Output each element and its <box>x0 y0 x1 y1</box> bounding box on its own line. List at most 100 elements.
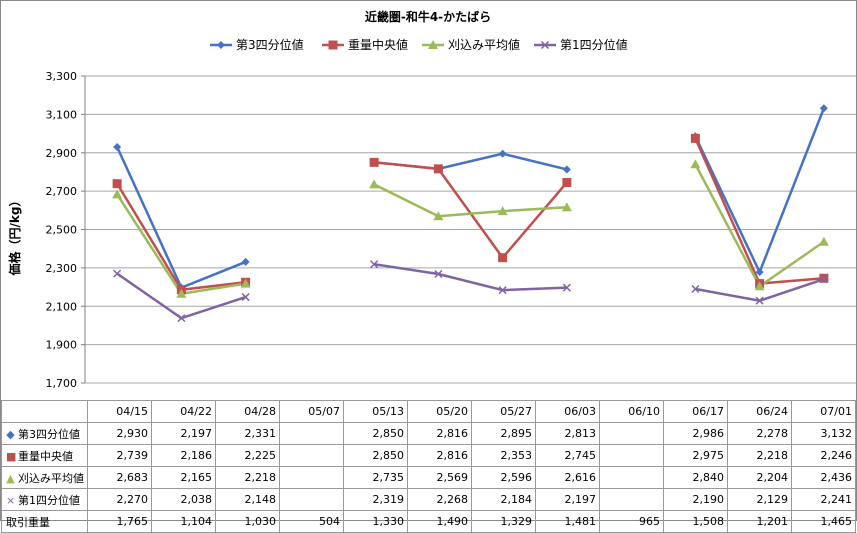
data-point-diamond <box>498 149 507 158</box>
data-label: 2,241 <box>791 488 856 511</box>
series-row-label: ■ 重量中央値 <box>1 444 88 467</box>
y-tick-label: 2,900 <box>46 147 78 160</box>
series-row-label: × 第1四分位値 <box>1 488 88 511</box>
x-category-label: 06/10 <box>599 400 664 423</box>
volume-value: 1,465 <box>791 510 856 533</box>
data-label: 2,278 <box>727 422 792 445</box>
table-row: × 第1四分位値 2,270 2,038 2,148 2,319 2,268 2,184 2,1… <box>1 488 856 511</box>
volume-value: 1,490 <box>407 510 472 533</box>
data-label <box>599 422 664 445</box>
data-label: 2,596 <box>471 466 536 489</box>
data-label: 2,816 <box>407 422 472 445</box>
data-point-triangle <box>428 40 438 49</box>
y-tick-label: 1,700 <box>46 377 78 390</box>
data-point-diamond <box>755 268 764 277</box>
data-table: 04/15 04/22 04/28 05/07 05/13 05/20 05/27 06/03… <box>1 400 856 533</box>
data-label: 2,850 <box>343 422 408 445</box>
data-label: 2,683 <box>87 466 152 489</box>
x-category-label: 06/17 <box>663 400 728 423</box>
series-line <box>373 262 567 292</box>
data-label: 2,268 <box>407 488 472 511</box>
data-label: 3,132 <box>791 422 856 445</box>
data-point-square <box>433 164 443 174</box>
series-name: 第1四分位値 <box>18 493 80 507</box>
data-label <box>279 466 344 489</box>
data-label: 2,218 <box>727 444 792 467</box>
data-label <box>279 488 344 511</box>
data-point-x <box>177 314 186 323</box>
data-label: 2,218 <box>215 466 280 489</box>
data-point-triangle <box>433 211 444 221</box>
data-point-diamond <box>819 104 828 113</box>
series-name: 第3四分位値 <box>18 427 80 441</box>
y-tick-label: 2,700 <box>46 185 78 198</box>
data-label <box>599 444 664 467</box>
x-category-label: 05/20 <box>407 400 472 423</box>
data-label: 2,816 <box>407 444 472 467</box>
x-category-label: 06/03 <box>535 400 600 423</box>
table-row-volume: 取引重量 1,765 1,104 1,030 504 1,330 1,490 1,329 1,4… <box>1 510 856 533</box>
data-label: 2,975 <box>663 444 728 467</box>
x-category-label: 04/22 <box>151 400 216 423</box>
volume-value: 504 <box>279 510 344 533</box>
data-point-triangle <box>690 159 701 169</box>
data-point-x <box>241 293 250 302</box>
data-label: 2,739 <box>87 444 152 467</box>
data-label: 2,186 <box>151 444 216 467</box>
data-label: 2,319 <box>343 488 408 511</box>
data-label: 2,569 <box>407 466 472 489</box>
data-label: 2,986 <box>663 422 728 445</box>
volume-value: 1,508 <box>663 510 728 533</box>
series-line <box>373 183 567 218</box>
data-point-square <box>369 157 379 167</box>
y-tick-label: 2,100 <box>46 300 78 313</box>
volume-value: 1,329 <box>471 510 536 533</box>
data-label: 2,331 <box>215 422 280 445</box>
x-marker-icon: × <box>6 493 16 507</box>
data-point-diamond <box>562 165 571 174</box>
data-label: 2,270 <box>87 488 152 511</box>
data-point-square <box>690 133 700 143</box>
y-tick-label: 2,500 <box>46 224 78 237</box>
data-point-x <box>434 269 443 279</box>
line-chart: 近畿圏-和牛4-かたばら 第3四分位値 重量中央値 刈込み平均値 第1四分位値 価格（… <box>7 9 856 390</box>
table-corner <box>1 400 88 423</box>
data-label: 2,895 <box>471 422 536 445</box>
y-tick-label: 3,300 <box>46 70 78 83</box>
data-label <box>279 422 344 445</box>
x-category-label: 05/07 <box>279 400 344 423</box>
data-label: 2,436 <box>791 466 856 489</box>
legend-label: 第3四分位値 <box>236 37 304 52</box>
series-markers <box>112 104 829 323</box>
data-point-diamond <box>241 257 250 266</box>
volume-value: 1,330 <box>343 510 408 533</box>
x-category-label: 06/24 <box>727 400 792 423</box>
data-label: 2,184 <box>471 488 536 511</box>
data-label: 2,813 <box>535 422 600 445</box>
data-point-triangle <box>754 281 765 291</box>
data-label: 2,190 <box>663 488 728 511</box>
data-label: 2,745 <box>535 444 600 467</box>
volume-value: 965 <box>599 510 664 533</box>
data-point-diamond <box>217 41 225 49</box>
y-tick-label: 3,100 <box>46 108 78 121</box>
series-row-label: ◆ 第3四分位値 <box>1 422 88 445</box>
data-label: 2,930 <box>87 422 152 445</box>
x-category-label: 05/13 <box>343 400 408 423</box>
legend-label: 重量中央値 <box>348 37 408 52</box>
data-point-square <box>328 40 338 50</box>
legend-label: 刈込み平均値 <box>448 37 520 52</box>
data-label: 2,197 <box>535 488 600 511</box>
data-point-diamond <box>113 142 122 151</box>
data-point-square <box>562 177 572 187</box>
data-label: 2,197 <box>151 422 216 445</box>
x-category-label: 04/15 <box>87 400 152 423</box>
series-row-label: ▲ 刈込み平均値 <box>1 466 88 489</box>
data-point-triangle <box>240 278 251 288</box>
volume-value: 1,481 <box>535 510 600 533</box>
diamond-marker-icon: ◆ <box>6 427 15 441</box>
data-point-triangle <box>818 236 829 246</box>
table-header-row: 04/15 04/22 04/28 05/07 05/13 05/20 05/27 06/03… <box>1 400 856 423</box>
data-point-triangle <box>176 288 187 298</box>
volume-value: 1,201 <box>727 510 792 533</box>
